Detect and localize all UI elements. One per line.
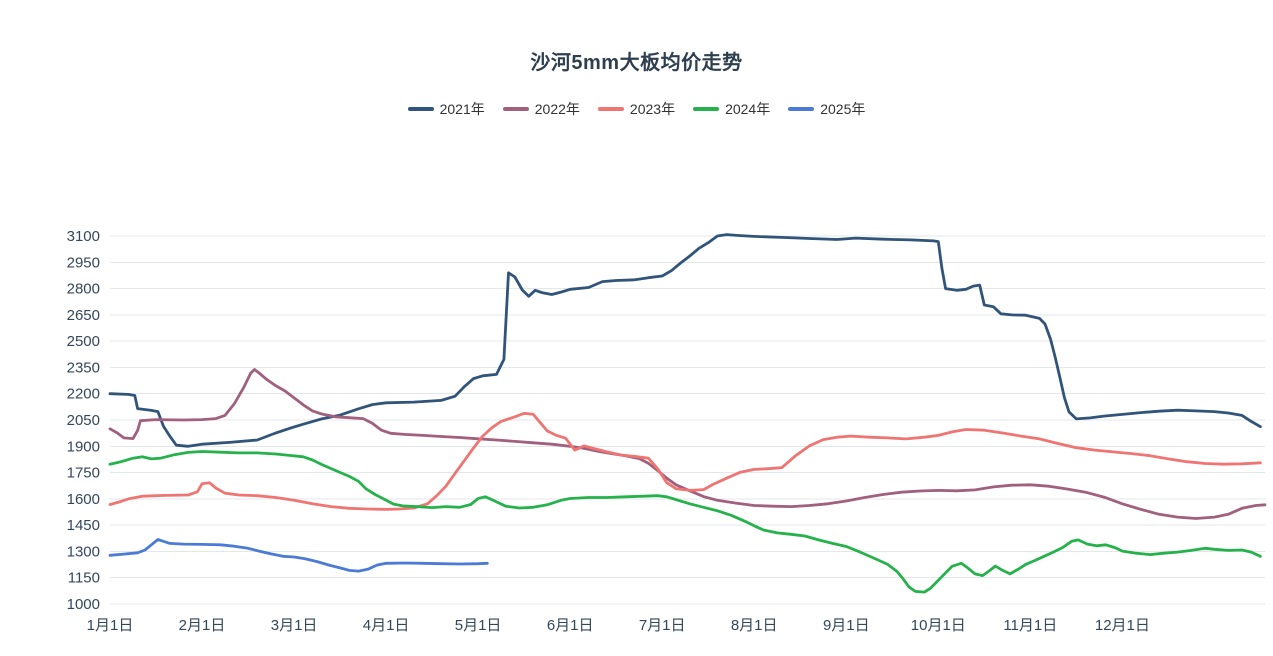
legend-label: 2025年 [820, 101, 866, 117]
series-line-2021年 [108, 233, 1262, 448]
series-line-2025年 [108, 538, 489, 573]
legend-line-marker [788, 107, 815, 111]
legend-item-2022年[interactable]: 2022年 [502, 99, 580, 119]
x-tick-label: 7月1日 [639, 617, 686, 634]
y-tick-label: 2950 [67, 254, 100, 271]
series-line-2023年 [108, 411, 1262, 511]
legend-label: 2021年 [439, 101, 485, 117]
legend-item-2024年[interactable]: 2024年 [693, 99, 770, 119]
chart-title: 沙河5mm大板均价走势 [530, 52, 743, 74]
y-tick-label: 2650 [67, 307, 100, 324]
x-tick-label: 2月1日 [179, 617, 226, 634]
legend-line-marker [502, 107, 529, 111]
x-tick-label: 3月1日 [271, 617, 318, 634]
y-tick-label: 1000 [67, 596, 100, 613]
y-tick-label: 1450 [67, 517, 100, 534]
y-tick-label: 2050 [67, 412, 100, 429]
x-tick-label: 10月1日 [911, 617, 966, 634]
y-tick-label: 3100 [67, 228, 100, 245]
series-line-2022年 [108, 368, 1267, 520]
legend-item-2023年[interactable]: 2023年 [597, 99, 676, 119]
legend-line-marker [407, 107, 434, 111]
x-tick-label: 12月1日 [1095, 617, 1150, 634]
y-tick-label: 2200 [67, 386, 100, 403]
x-tick-label: 5月1日 [455, 617, 502, 634]
y-tick-label: 1750 [67, 465, 100, 482]
x-tick-label: 9月1日 [823, 617, 870, 634]
x-tick-label: 4月1日 [363, 617, 410, 634]
x-tick-label: 1月1日 [87, 617, 134, 634]
y-tick-label: 2500 [67, 333, 100, 350]
x-tick-label: 8月1日 [731, 617, 778, 634]
x-tick-label: 11月1日 [1003, 617, 1057, 634]
legend-line-marker [597, 107, 624, 111]
y-tick-label: 2800 [67, 281, 100, 298]
legend: 2021年 2022年 2023年 2024年 2025年 [0, 99, 1273, 119]
y-tick-label: 1150 [68, 570, 100, 587]
y-tick-label: 2350 [67, 359, 100, 376]
legend-item-2025年[interactable]: 2025年 [788, 99, 865, 119]
y-tick-label: 1600 [67, 491, 100, 508]
series-line-2024年 [108, 450, 1262, 594]
legend-label: 2024年 [725, 101, 771, 117]
legend-line-marker [693, 107, 720, 111]
legend-label: 2023年 [629, 101, 676, 117]
y-tick-label: 1300 [67, 543, 100, 560]
legend-item-2021年[interactable]: 2021年 [407, 99, 485, 119]
legend-label: 2022年 [534, 101, 580, 117]
y-tick-label: 1900 [67, 438, 100, 455]
x-tick-label: 6月1日 [547, 617, 594, 634]
